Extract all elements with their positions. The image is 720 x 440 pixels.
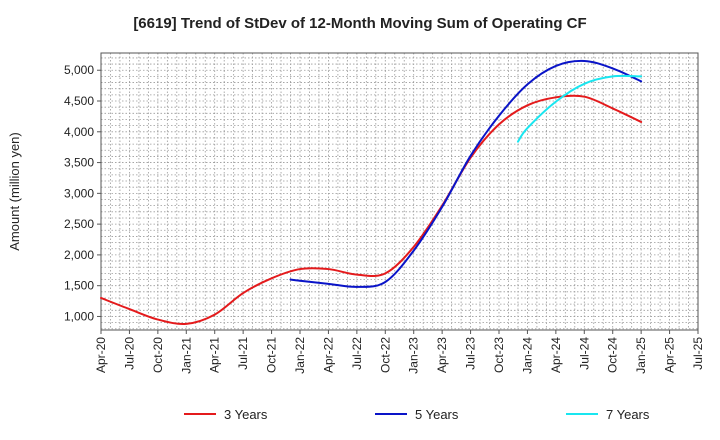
legend-label-3-years: 3 Years [224,407,268,422]
x-tick-label: Jan-24 [520,337,534,374]
x-tick-label: Apr-21 [208,337,222,373]
series-line-3-years [100,94,643,325]
x-tick-label: Apr-23 [435,337,449,373]
x-tick-label: Oct-22 [378,337,392,373]
x-tick-label: Jul-20 [122,337,136,370]
plot-frame [100,52,699,331]
x-tick-label: Jul-21 [236,337,250,370]
chart-title: [6619] Trend of StDev of 12-Month Moving… [133,15,586,32]
x-tick-label: Jul-23 [464,337,478,370]
x-tick-label: Jul-25 [691,337,705,370]
x-tick-label: Jul-22 [350,337,364,370]
x-tick-label: Oct-24 [606,337,620,373]
series-line-5-years [289,59,643,288]
legend-label-5-years: 5 Years [415,407,459,422]
y-tick-label: 2,500 [64,217,94,231]
y-tick-label: 2,000 [64,248,94,262]
y-tick-label: 4,500 [64,94,94,108]
x-tick-label: Apr-25 [663,337,677,373]
y-tick-label: 3,000 [64,186,94,200]
x-tick-label: Jan-23 [407,337,421,374]
x-tick-label: Oct-23 [492,337,506,373]
legend-label-7-years: 7 Years [606,407,650,422]
x-tick-label: Jul-24 [577,337,591,370]
x-tick-label: Apr-22 [321,337,335,373]
y-axis: 1,000 1,500 2,000 2,500 3,000 3,500 4,000 4,500… [64,63,101,323]
x-tick-label: Oct-20 [151,337,165,373]
series-lines [100,59,643,325]
x-tick-label: Jan-25 [634,337,648,374]
y-tick-label: 4,000 [64,125,94,139]
series-line-7-years [516,74,643,143]
x-tick-label: Jan-22 [293,337,307,374]
y-tick-label: 5,000 [64,63,94,77]
x-tick-label: Apr-24 [549,337,563,373]
x-tick-label: Oct-21 [265,337,279,373]
x-tick-label: Jan-21 [179,337,193,374]
y-tick-label: 3,500 [64,156,94,170]
grid [101,53,698,330]
x-tick-label: Apr-20 [94,337,108,373]
plot-area [101,53,698,330]
y-tick-label: 1,500 [64,279,94,293]
y-axis-label: Amount (million yen) [7,132,22,251]
x-axis: Apr-20 Jul-20 Oct-20 Jan-21 Apr-21 Jul-21 Oct-… [94,330,705,374]
y-tick-label: 1,000 [64,309,94,323]
